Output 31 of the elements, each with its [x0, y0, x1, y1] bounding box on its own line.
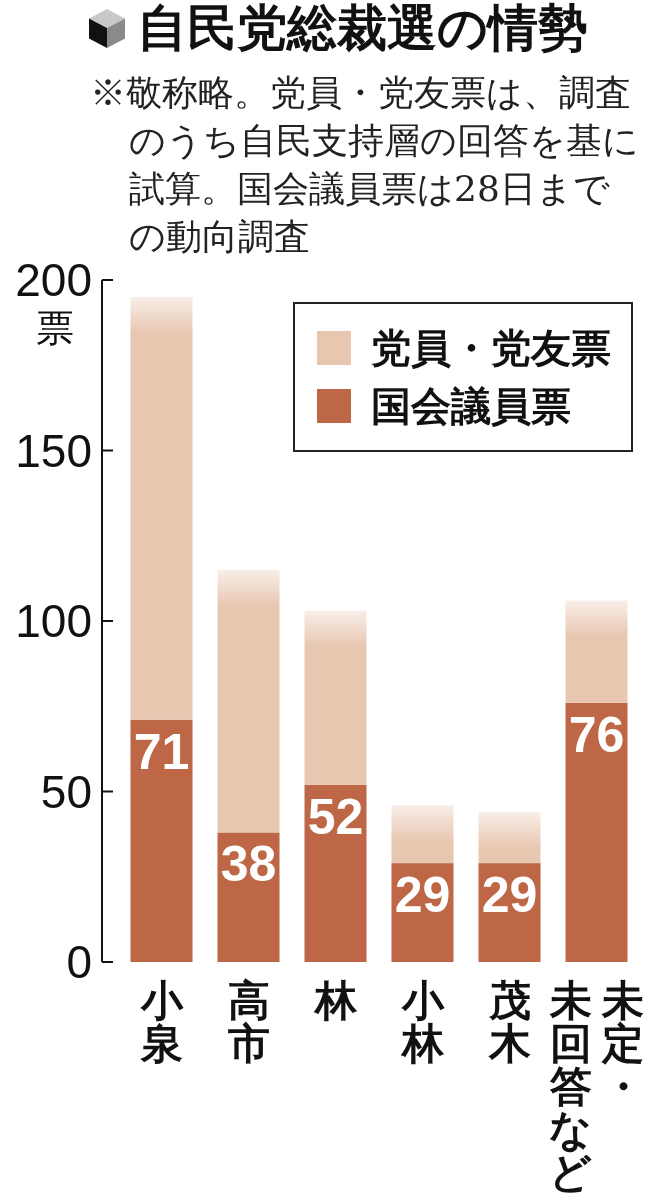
- bar: [391, 805, 454, 864]
- bar: [565, 600, 628, 703]
- data-label: 52: [307, 788, 364, 845]
- x-tick-label: 林: [313, 976, 358, 1025]
- bar: [217, 569, 280, 833]
- data-label: 29: [481, 867, 538, 924]
- y-tick-label: 150: [15, 424, 92, 477]
- x-tick-label: 小林: [400, 976, 445, 1068]
- chart-subtitle: ※敬称略。党員・党友票は、調査のうち自民支持層の回答を基に試算。国会議員票は28日までの動向調査: [90, 71, 640, 259]
- bar: [130, 297, 193, 720]
- x-tick-label: 茂木: [487, 976, 532, 1068]
- y-tick-label: 0: [66, 936, 92, 988]
- bar: [304, 784, 367, 962]
- legend-label: 党員・党友票: [371, 325, 611, 371]
- data-label: 29: [394, 867, 451, 924]
- legend-label: 国会議員票: [371, 383, 571, 429]
- x-tick-label: 未定・未回答など: [548, 976, 645, 1197]
- bar: [304, 610, 367, 785]
- x-tick-label: 高市: [226, 976, 271, 1068]
- y-axis-title: 票: [36, 306, 74, 350]
- chart-title: 自民党総裁選の情勢: [137, 0, 588, 57]
- data-label: 38: [220, 836, 277, 893]
- y-tick-label: 50: [40, 765, 92, 818]
- x-tick-label: 小泉: [139, 976, 184, 1068]
- bar: [130, 719, 193, 962]
- data-label: 76: [568, 706, 625, 763]
- y-tick-label: 100: [15, 595, 92, 647]
- bar: [478, 811, 541, 864]
- y-tick-label: 200: [15, 254, 92, 306]
- bar: [565, 702, 628, 962]
- data-label: 71: [133, 723, 190, 780]
